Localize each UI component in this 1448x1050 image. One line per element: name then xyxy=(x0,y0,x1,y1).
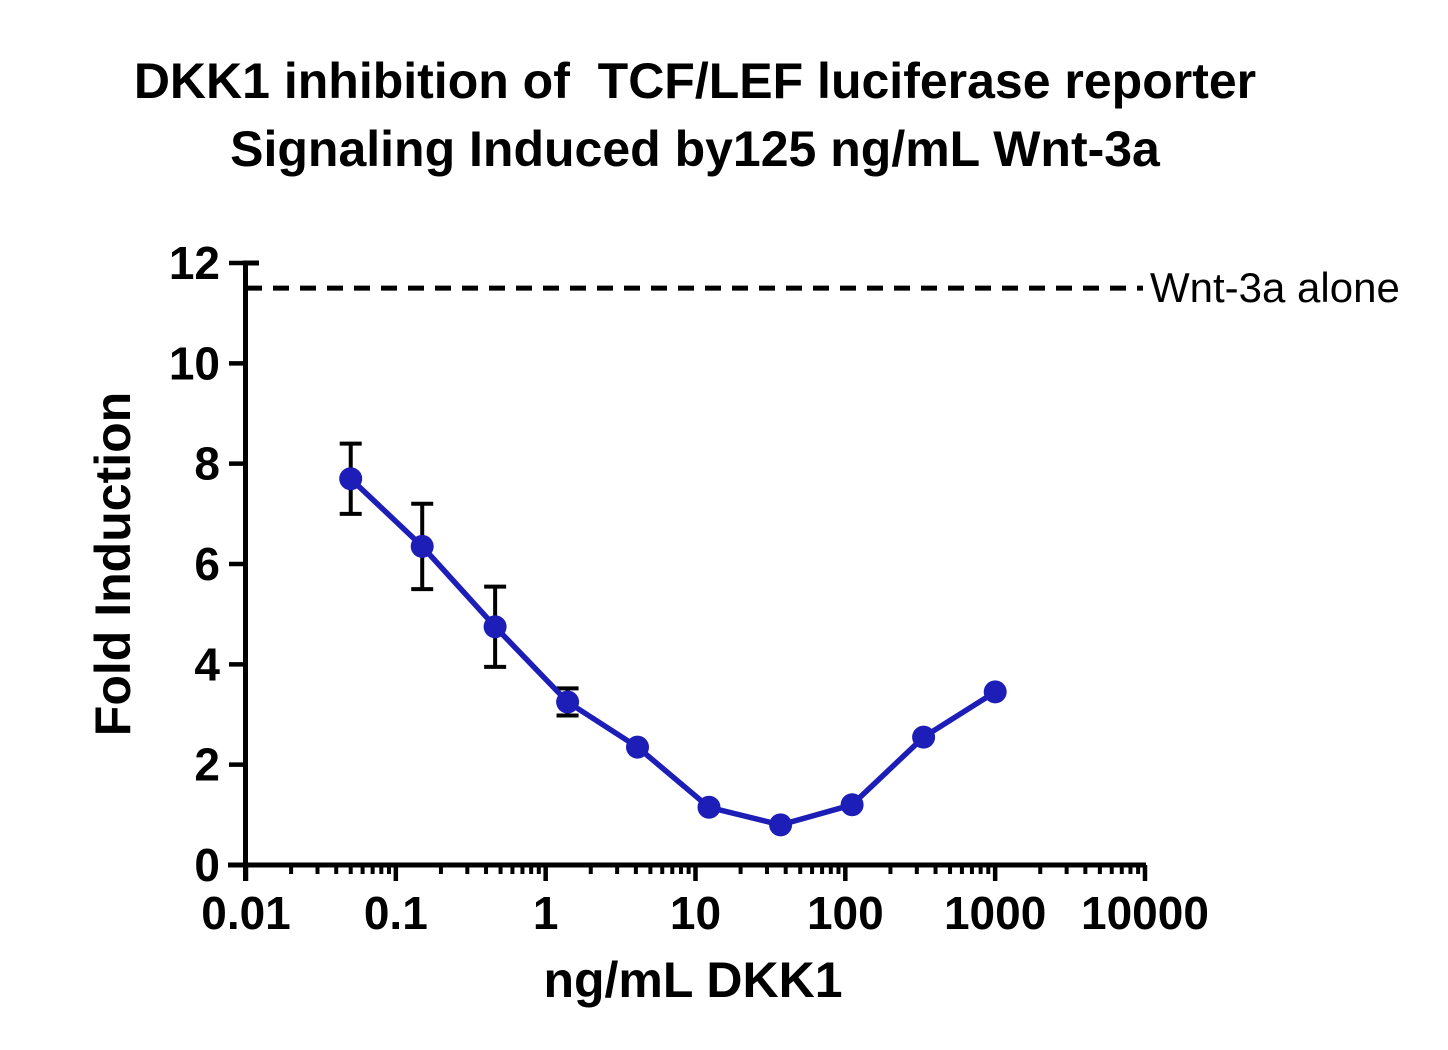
data-point xyxy=(339,467,363,491)
data-point xyxy=(556,690,580,714)
y-tick-label: 12 xyxy=(169,237,220,289)
plot-area: 0 2 4 6 8 10 12 0.01 0.1 1 10 100 1000 10000 xyxy=(169,237,1209,939)
y-tick-label: 0 xyxy=(194,839,220,891)
chart-title-line-2: Signaling Induced by125 ng/mL Wnt-3a xyxy=(230,121,1161,177)
data-point xyxy=(410,534,434,558)
x-tick-label: 10000 xyxy=(1081,887,1209,939)
y-tick-label: 10 xyxy=(169,337,220,389)
data-point xyxy=(912,725,936,749)
y-tick-label: 8 xyxy=(194,438,220,490)
chart-title-line-1: DKK1 inhibition of TCF/LEF luciferase re… xyxy=(134,53,1256,109)
data-line xyxy=(348,476,997,828)
data-point xyxy=(626,735,649,759)
y-tick-label: 6 xyxy=(194,538,220,590)
data-point xyxy=(483,615,507,639)
x-tick-label: 10 xyxy=(670,887,721,939)
y-tick-label: 2 xyxy=(194,739,220,791)
x-axis-title: ng/mL DKK1 xyxy=(543,952,842,1008)
x-tick-label: 1 xyxy=(533,887,559,939)
x-tick-label: 0.1 xyxy=(364,887,428,939)
data-point xyxy=(840,793,864,817)
y-tick-label: 4 xyxy=(194,638,220,690)
reference-line-label: Wnt-3a alone xyxy=(1150,264,1400,311)
data-point xyxy=(769,813,793,837)
y-axis-line xyxy=(243,260,259,881)
x-tick-label: 0.01 xyxy=(201,887,291,939)
y-axis-title: Fold Induction xyxy=(85,392,141,736)
x-tick-label: 1000 xyxy=(944,887,1046,939)
data-point xyxy=(983,680,1007,704)
x-tick-label: 100 xyxy=(807,887,884,939)
data-point xyxy=(697,795,721,819)
